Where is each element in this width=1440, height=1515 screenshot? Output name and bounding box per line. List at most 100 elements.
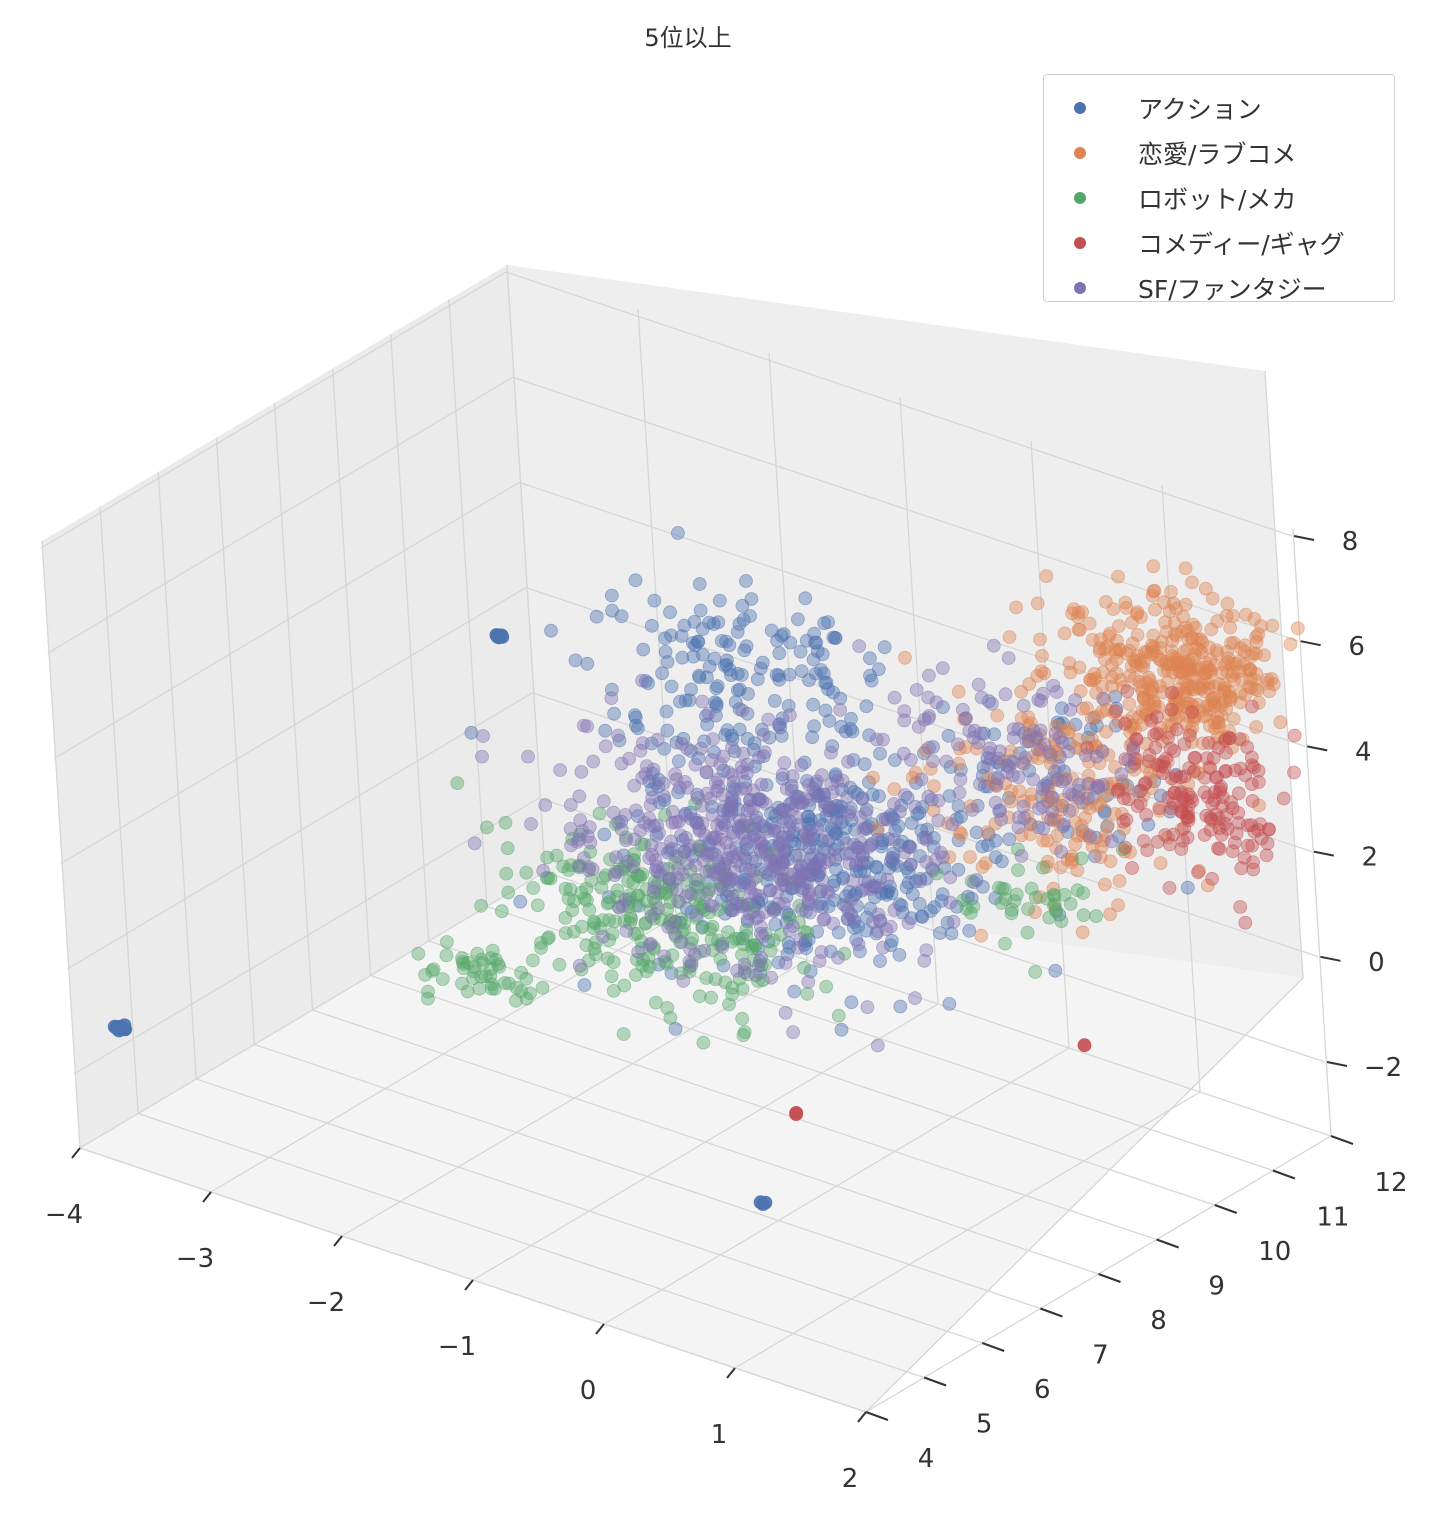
data-point	[699, 887, 714, 902]
data-point	[1126, 740, 1141, 755]
data-point	[724, 903, 739, 918]
data-point	[939, 754, 954, 769]
data-point	[722, 638, 737, 652]
data-point	[1264, 672, 1279, 686]
data-point	[1205, 871, 1219, 886]
data-point	[922, 740, 936, 755]
data-point	[749, 968, 763, 983]
data-point	[1077, 1038, 1092, 1053]
data-point	[966, 730, 981, 745]
data-point	[953, 772, 968, 787]
data-point	[629, 718, 643, 733]
x-tick-mark	[595, 1323, 605, 1335]
data-point	[870, 879, 885, 893]
data-point	[822, 714, 837, 728]
data-point	[772, 646, 787, 661]
data-point	[673, 694, 687, 709]
data-point	[802, 777, 816, 792]
data-point	[746, 783, 761, 798]
data-point	[1040, 833, 1055, 848]
data-point	[795, 884, 809, 898]
data-point	[1225, 844, 1240, 859]
data-point	[1265, 618, 1280, 633]
data-point	[470, 946, 485, 961]
data-point	[1113, 642, 1127, 657]
data-point	[713, 882, 728, 897]
data-point	[1130, 607, 1144, 622]
data-point	[1241, 838, 1255, 853]
data-point	[644, 618, 659, 633]
data-point	[663, 605, 677, 620]
data-point	[644, 909, 659, 924]
data-point	[919, 855, 934, 869]
data-point	[1139, 808, 1154, 822]
data-point	[1116, 680, 1131, 695]
data-point	[509, 980, 524, 995]
data-point	[1109, 666, 1124, 681]
data-point	[752, 750, 766, 765]
data-point	[576, 718, 591, 733]
data-point	[1247, 612, 1262, 626]
data-point	[633, 743, 648, 758]
data-point	[1205, 796, 1220, 811]
data-point	[606, 955, 621, 969]
data-point	[737, 1025, 752, 1039]
data-point	[1187, 647, 1202, 662]
data-point	[897, 845, 912, 860]
data-point	[1144, 713, 1159, 728]
data-point	[1204, 622, 1219, 637]
data-point	[491, 630, 506, 645]
data-point	[585, 862, 600, 876]
data-point	[494, 904, 509, 919]
data-point	[1001, 651, 1016, 665]
data-point	[818, 703, 833, 718]
data-point	[572, 958, 587, 973]
data-point	[775, 767, 790, 782]
data-point	[1261, 822, 1276, 836]
legend-marker-sf	[1074, 281, 1086, 294]
grid-line-z-back	[505, 271, 1293, 537]
data-point	[1262, 684, 1277, 699]
data-point	[1161, 731, 1175, 745]
data-point	[709, 681, 724, 696]
data-point	[958, 740, 973, 755]
data-point	[767, 694, 782, 708]
data-point	[1214, 708, 1229, 723]
grid-line-y-floor	[486, 905, 1274, 1172]
data-point	[1218, 694, 1232, 709]
data-point	[912, 897, 927, 911]
data-point	[943, 870, 958, 885]
data-point	[1045, 804, 1060, 819]
grid-line-y-left	[215, 437, 256, 1045]
data-point	[1226, 635, 1241, 650]
data-point	[716, 958, 731, 973]
data-point	[1213, 782, 1228, 797]
grid-line-y-floor	[312, 1009, 1099, 1275]
data-point	[1076, 908, 1091, 922]
grid-line-z-left	[40, 271, 507, 549]
data-point	[750, 672, 765, 687]
data-point	[1182, 761, 1196, 775]
data-point	[735, 982, 750, 996]
data-point	[1287, 765, 1301, 780]
z-tick-mark	[1307, 745, 1328, 752]
data-point	[1086, 673, 1100, 688]
series-0	[107, 526, 1195, 1211]
legend-label-romance: 恋愛/ラブコメ	[1138, 139, 1297, 169]
data-point	[736, 612, 751, 627]
data-point	[1148, 740, 1163, 755]
data-point	[901, 916, 916, 930]
data-point	[1122, 668, 1137, 683]
data-point	[1273, 715, 1288, 730]
data-point	[1180, 880, 1195, 895]
data-point	[720, 723, 735, 738]
data-point	[650, 732, 665, 747]
data-point	[862, 728, 876, 743]
data-point	[887, 690, 902, 705]
data-point	[1054, 845, 1069, 859]
data-point	[1195, 736, 1210, 751]
data-point	[575, 919, 589, 934]
data-point	[1021, 902, 1035, 916]
data-point	[1083, 829, 1097, 843]
